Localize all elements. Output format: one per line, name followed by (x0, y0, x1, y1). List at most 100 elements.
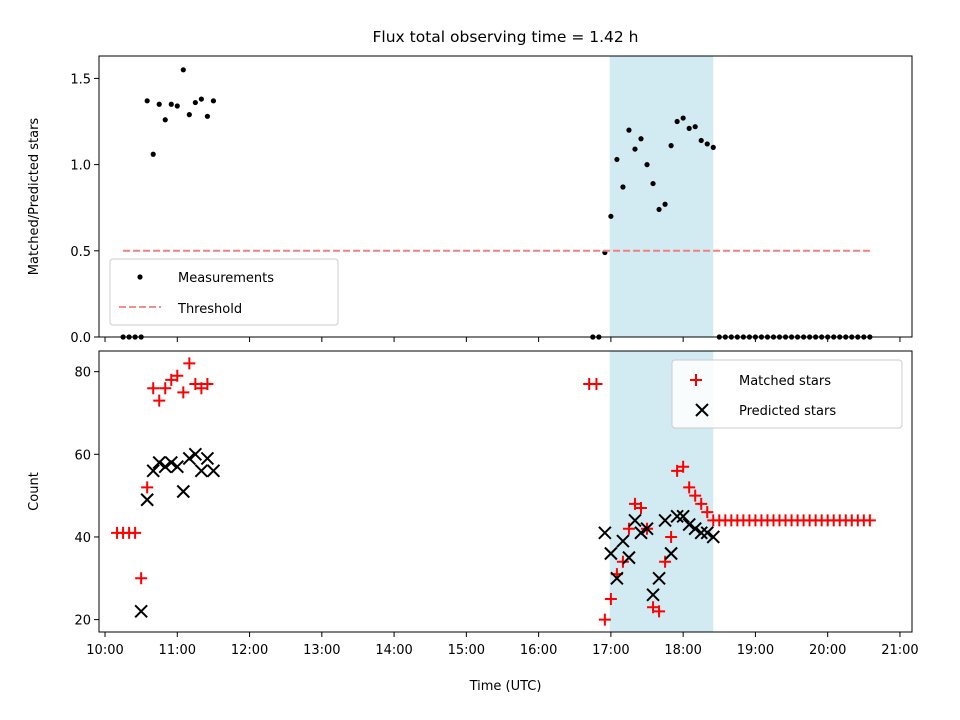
predicted-stars-point (700, 526, 714, 540)
predicted-stars-point (664, 546, 678, 561)
measurement-point (662, 201, 668, 207)
predicted-stars-point (188, 447, 203, 462)
measurement-point (620, 184, 626, 190)
predicted-stars-point (152, 455, 166, 470)
matched-stars-point (604, 592, 617, 605)
matched-stars-point (135, 572, 148, 585)
x-tick-label: 18:00 (664, 643, 701, 658)
predicted-stars-point (682, 517, 696, 532)
matched-stars-point (189, 378, 202, 391)
matched-stars-point (177, 386, 190, 399)
measurement-point (626, 127, 632, 133)
measurement-point (680, 115, 686, 121)
matched-stars-point (659, 555, 672, 568)
legend-predicted-stars-marker (695, 403, 709, 417)
x-tick-label: 16:00 (520, 643, 557, 658)
measurement-point (668, 143, 674, 149)
measurement-point (210, 98, 217, 104)
predicted-stars-point (164, 455, 178, 470)
measurement-point (198, 96, 204, 102)
measurement-point (704, 141, 710, 147)
x-tick-label: 11:00 (159, 643, 196, 658)
matched-stars-point (165, 373, 178, 386)
matched-stars-point (647, 601, 660, 614)
bottom-legend: Matched stars Predicted stars (671, 359, 903, 429)
matched-stars-point (863, 514, 876, 527)
matched-stars-point (628, 497, 641, 510)
predicted-stars-point (194, 464, 209, 478)
top-panel-x-ticks (104, 337, 901, 342)
measurement-point (656, 206, 662, 213)
y-tick-label: 1.0 (70, 159, 91, 174)
matched-stars-point (598, 613, 611, 626)
predicted-stars-point (146, 464, 160, 478)
measurement-point (632, 146, 638, 152)
matched-stars-point (195, 382, 208, 395)
matched-stars-point (171, 369, 184, 382)
predicted-stars-point (158, 459, 172, 474)
predicted-stars-point (604, 546, 618, 561)
measurement-point (150, 151, 156, 157)
measurement-point (674, 118, 680, 125)
top-legend-box (109, 258, 339, 326)
matched-stars-point (183, 357, 196, 370)
predicted-stars-point (598, 526, 612, 540)
legend-predicted-stars-label: Predicted stars (739, 404, 836, 419)
measurement-point (180, 67, 186, 73)
y-tick-label: 1.5 (70, 72, 91, 87)
x-tick-label: 12:00 (231, 643, 268, 658)
matched-stars-point (695, 497, 708, 510)
matched-stars-point (689, 489, 702, 502)
legend-measurements-marker (137, 274, 143, 280)
matched-stars-point (616, 555, 629, 568)
predicted-stars-point (646, 588, 660, 602)
predicted-stars-point (176, 484, 191, 499)
bottom-panel-y-axis: 20 40 60 80 (74, 366, 99, 629)
predicted-stars-point (134, 604, 148, 619)
predicted-stars-point (670, 509, 684, 524)
x-axis-label: Time (UTC) (469, 679, 542, 694)
measurement-point (204, 113, 210, 119)
predicted-stars-point (652, 571, 666, 585)
measurement-point (614, 156, 620, 163)
measurement-point (608, 213, 614, 219)
measurement-point (650, 180, 656, 187)
predicted-stars-point (170, 459, 184, 474)
x-tick-label: 17:00 (592, 643, 629, 658)
matched-stars-point (201, 378, 214, 391)
predicted-stars-point (182, 451, 197, 466)
measurement-point (162, 117, 168, 123)
matched-stars-point (159, 382, 172, 395)
y-tick-label: 20 (74, 614, 91, 629)
x-tick-label: 14:00 (375, 643, 412, 658)
predicted-stars-point (628, 513, 642, 528)
observing-span-top (609, 56, 714, 337)
matched-stars-point (683, 481, 696, 494)
measurement-point (174, 103, 180, 109)
bottom-y-axis-label: Count (27, 472, 42, 511)
y-tick-label: 40 (74, 531, 91, 546)
y-tick-label: 80 (74, 366, 91, 381)
matched-stars-point (677, 460, 690, 473)
predicted-stars-point (200, 451, 215, 466)
matched-stars-point (701, 506, 714, 519)
legend-measurements-label: Measurements (178, 271, 274, 286)
measurement-point (144, 98, 150, 104)
y-tick-label: 0.5 (70, 245, 91, 260)
predicted-stars-point (706, 530, 720, 544)
y-tick-label: 60 (74, 448, 91, 463)
matched-stars-point (665, 530, 678, 543)
matched-stars-point (147, 382, 160, 395)
predicted-stars-point (616, 534, 630, 548)
top-legend: Measurements Threshold (109, 258, 339, 326)
y-tick-label: 0.0 (70, 331, 91, 346)
x-tick-label: 13:00 (303, 643, 340, 658)
matched-stars-point (590, 378, 603, 391)
bottom-panel-x-axis: 10:00 11:00 12:00 13:00 14:00 15:00 16:00 17:00… (86, 632, 919, 658)
x-tick-label: 19:00 (737, 643, 774, 658)
measurement-point (192, 99, 198, 106)
matched-stars-point (671, 464, 684, 477)
top-panel-frame (98, 55, 913, 338)
measurement-point (186, 112, 192, 118)
